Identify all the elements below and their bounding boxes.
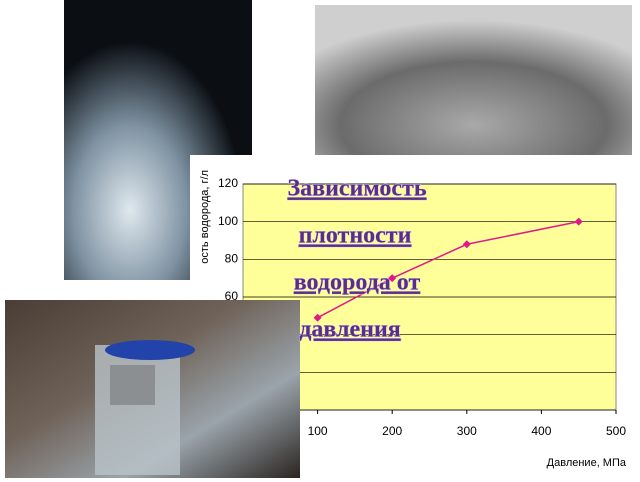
- chart: 0204060801001200100200300400500Давление,…: [199, 170, 627, 469]
- x-tick-label: 200: [382, 424, 402, 438]
- x-tick-label: 300: [457, 424, 477, 438]
- y-axis-label: ость водорода, г/л: [199, 170, 211, 264]
- x-tick-label: 100: [308, 424, 328, 438]
- point: [388, 274, 397, 283]
- sem-photo: [315, 5, 632, 155]
- title-line: Зависимость: [287, 176, 426, 202]
- x-tick-label: 400: [531, 424, 551, 438]
- series-line: [317, 220, 579, 319]
- point: [574, 217, 583, 226]
- title-line: водорода от: [294, 270, 421, 296]
- point: [462, 240, 471, 249]
- title-line: давления: [299, 317, 401, 343]
- y-tick-label: 120: [218, 176, 238, 190]
- lab-photo: [5, 300, 300, 478]
- point: [313, 313, 322, 322]
- chart-title: Зависимость плотности водорода от давления: [287, 175, 427, 343]
- title-line: плотности: [299, 223, 412, 249]
- y-tick-label: 80: [225, 252, 239, 266]
- y-tick-label: 60: [225, 289, 239, 303]
- y-tick-label: 100: [218, 214, 238, 228]
- x-tick-label: 500: [606, 424, 626, 438]
- x-axis-label: Давление, МПа: [547, 457, 627, 469]
